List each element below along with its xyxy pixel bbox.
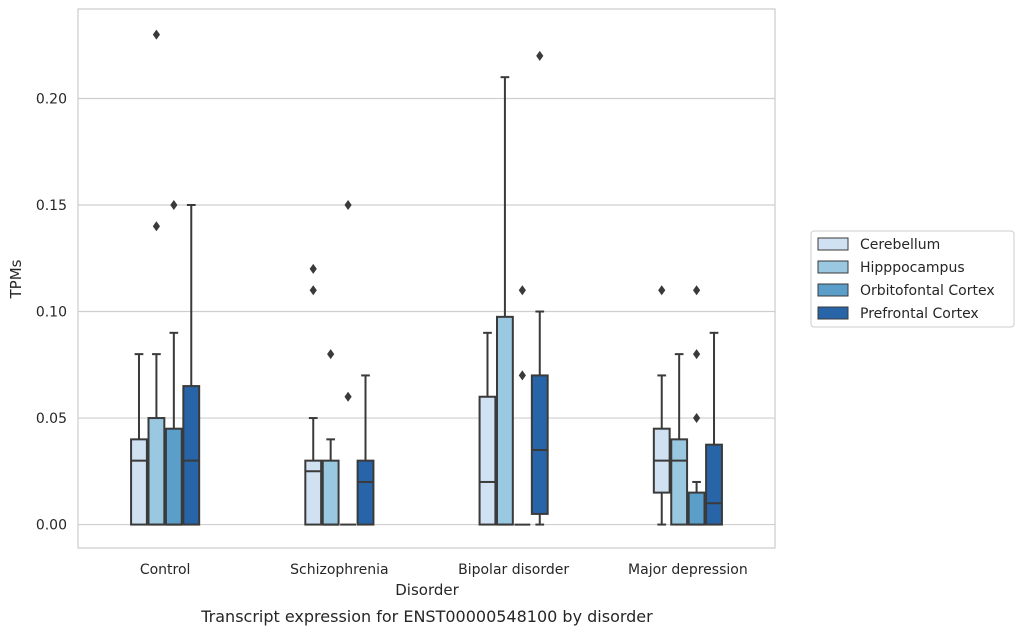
legend-swatch — [817, 306, 849, 320]
outlier-point — [344, 200, 352, 210]
x-tick-labels: Control Schizophrenia Bipolar disorder Majo… — [140, 562, 748, 578]
box-2-2 — [514, 285, 531, 526]
y-tick-label: 0.00 — [36, 518, 67, 534]
outlier-point — [152, 221, 161, 232]
box-1-0 — [304, 263, 323, 526]
outlier-point — [170, 200, 178, 210]
legend-swatch — [817, 237, 849, 251]
y-tick-label: 0.20 — [36, 91, 67, 107]
x-tick-label: Bipolar disorder — [458, 562, 569, 578]
y-tick-label: 0.15 — [36, 198, 67, 214]
box-plot-boxes — [130, 29, 723, 526]
box-1-1 — [321, 349, 340, 526]
outlier-point — [692, 349, 701, 360]
legend: Cerebellum Hipppocampus Orbitofontal Corte… — [810, 230, 1015, 328]
outlier-point — [309, 285, 317, 296]
box-3-3 — [705, 331, 723, 526]
outlier-point — [692, 285, 701, 296]
box-body — [478, 395, 497, 526]
legend-swatch — [817, 283, 849, 297]
outlier-point — [658, 285, 666, 296]
box-body — [356, 459, 375, 526]
outlier-point — [344, 391, 352, 402]
box-3-0 — [652, 285, 671, 526]
legend-swatch — [817, 260, 849, 274]
legend-label: Hipppocampus — [860, 260, 965, 276]
box-2-3 — [530, 50, 549, 526]
outlier-point — [536, 50, 544, 61]
y-tick-label: 0.10 — [36, 305, 67, 321]
y-axis-title: TPMs — [7, 259, 25, 299]
box-body — [670, 438, 689, 526]
chart-caption: Transcript expression for ENST0000054810… — [200, 607, 653, 626]
box-1-3 — [356, 374, 375, 526]
box-body — [130, 438, 148, 526]
x-axis-title: Disorder — [395, 581, 459, 599]
box-0-3 — [182, 204, 201, 526]
box-body — [687, 491, 706, 526]
legend-frame — [810, 230, 1015, 328]
box-3-2 — [687, 285, 706, 526]
box-2-1 — [496, 76, 514, 526]
box-body — [705, 443, 723, 526]
box-0-1 — [147, 29, 166, 526]
outlier-point — [152, 29, 161, 40]
outlier-point — [692, 413, 701, 424]
legend-label: Cerebellum — [860, 237, 940, 253]
outlier-point — [518, 370, 526, 381]
box-2-0 — [478, 331, 497, 526]
box-body — [182, 385, 201, 526]
box-body — [321, 459, 340, 526]
box-body — [164, 427, 183, 526]
legend-label: Orbitofontal Cortex — [860, 283, 995, 299]
box-body — [147, 417, 166, 526]
box-1-2 — [340, 200, 356, 526]
y-tick-label: 0.05 — [36, 411, 67, 427]
x-tick-label: Major depression — [628, 562, 748, 578]
box-3-1 — [670, 353, 689, 526]
outlier-point — [309, 263, 317, 274]
x-tick-label: Schizophrenia — [290, 562, 388, 578]
box-body — [304, 459, 323, 526]
outlier-point — [327, 349, 335, 360]
plot-frame — [77, 8, 776, 549]
box-body — [496, 315, 514, 526]
box-body — [530, 374, 549, 515]
x-tick-label: Control — [140, 562, 191, 578]
y-tick-labels: 0.00 0.05 0.10 0.15 0.20 — [36, 91, 67, 533]
outlier-point — [518, 285, 526, 296]
legend-label: Prefrontal Cortex — [860, 306, 979, 322]
box-0-0 — [130, 353, 148, 526]
box-0-2 — [164, 200, 183, 526]
